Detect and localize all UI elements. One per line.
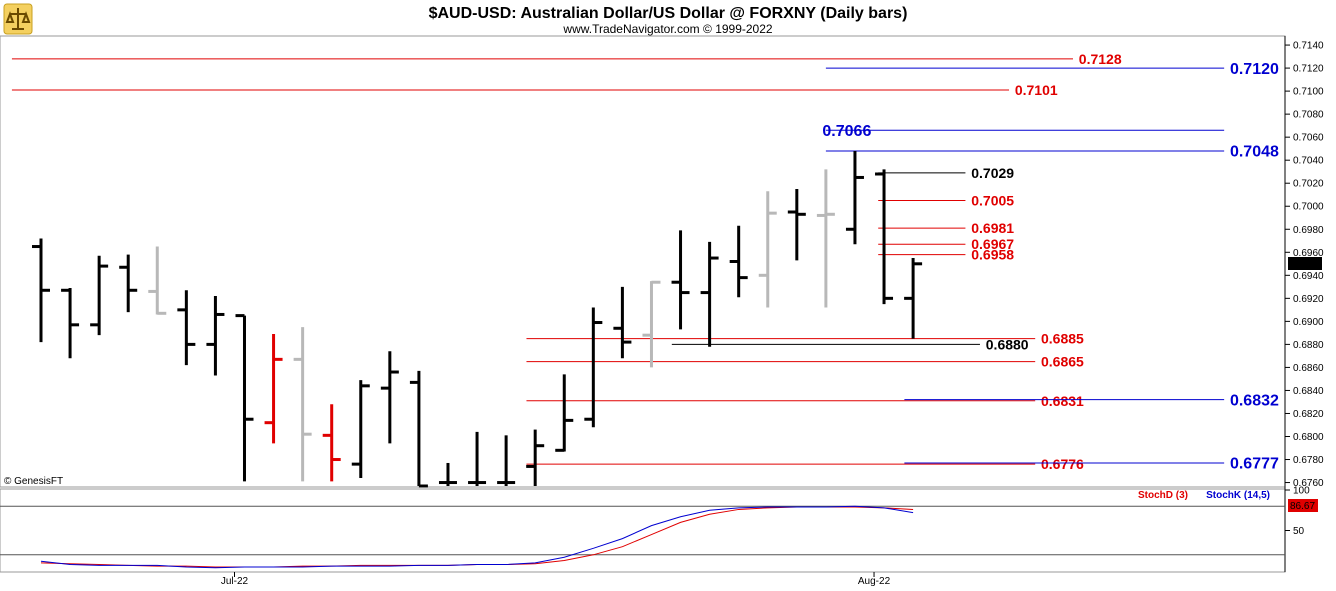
ohlc-bar (555, 374, 574, 452)
stoch-y-tick-label: 50 (1293, 526, 1305, 537)
level-label: 0.6777 (1230, 456, 1279, 473)
stoch-y-tick-label: 100 (1293, 486, 1310, 497)
stoch-series-line (40, 505, 914, 569)
y-tick-label: 0.6860 (1293, 363, 1324, 374)
y-tick-label: 0.6920 (1293, 294, 1324, 305)
stoch-last-badge: 86.67 (1288, 499, 1318, 512)
ohlc-bar (235, 314, 254, 482)
y-tick-label: 0.6800 (1293, 432, 1324, 443)
level-label: 0.6958 (971, 247, 1014, 263)
level-label: 0.6981 (971, 220, 1014, 236)
level-label: 0.7128 (1079, 51, 1122, 67)
ohlc-bar (642, 280, 661, 368)
ohlc-bar (380, 351, 399, 444)
ohlc-bar (671, 230, 690, 330)
y-tick-label: 0.6980 (1293, 225, 1324, 236)
ohlc-bar (177, 290, 196, 366)
ohlc-bar (409, 370, 428, 488)
y-tick-label: 0.6780 (1293, 455, 1324, 466)
ohlc-bar (904, 258, 923, 339)
y-tick-label: 0.6880 (1293, 340, 1324, 351)
y-tick-label: 0.6840 (1293, 386, 1324, 397)
level-label: 0.7048 (1230, 144, 1279, 161)
ohlc-bar (787, 188, 806, 261)
ohlc-bar (32, 238, 50, 343)
ohlc-bar (293, 327, 312, 482)
chart-title: $AUD-USD: Australian Dollar/US Dollar @ … (429, 5, 908, 22)
level-label: 0.7120 (1230, 61, 1279, 78)
ohlc-bar (845, 150, 864, 245)
stochastic-panel: 100 50 StochD (3) StochK (14,5) (0, 486, 1310, 569)
ohlc-bar (584, 307, 603, 428)
time-axis: Jul-22 Aug-22 (221, 572, 891, 587)
level-label: 0.6832 (1230, 392, 1279, 409)
price-axis: 0.7140 0.7120 0.7100 0.7080 0.7060 0.7040 0.70… (1285, 41, 1324, 489)
ohlc-bar (264, 334, 283, 444)
ohlc-bar (148, 246, 167, 315)
ohlc-bar (700, 241, 719, 347)
level-label: 0.6967 (971, 236, 1014, 252)
y-tick-label: 0.6760 (1293, 478, 1324, 489)
ohlc-bar (206, 296, 225, 376)
ohlc-bar (61, 287, 80, 359)
y-tick-label: 0.6960 (1293, 248, 1324, 259)
level-label: 0.7066 (822, 123, 871, 140)
level-label: 0.6885 (1041, 331, 1084, 347)
ohlc-bar (758, 191, 777, 308)
level-label: 0.7101 (1015, 82, 1058, 98)
y-tick-label: 0.7080 (1293, 110, 1324, 121)
level-label: 0.6831 (1041, 393, 1084, 409)
last-price-badge: 0.6950 (1288, 257, 1322, 270)
last-price-label: 0.6950 (1290, 259, 1321, 270)
ohlc-bar (90, 255, 109, 336)
y-tick-label: 0.7120 (1293, 64, 1324, 75)
ohlc-bar (875, 169, 894, 305)
level-label: 0.7005 (971, 192, 1014, 208)
y-tick-label: 0.7060 (1293, 133, 1324, 144)
ohlc-bar (613, 286, 632, 359)
price-bars (32, 150, 923, 488)
ohlc-bar (438, 462, 457, 486)
ohlc-bar (729, 225, 748, 298)
y-tick-label: 0.7020 (1293, 179, 1324, 190)
ohlc-bar (468, 431, 487, 486)
logo-icon (3, 3, 33, 35)
level-lines: 0.7128 0.7120 0.7101 0.7066 0.7048 0.7029 0.70… (11, 51, 1279, 473)
x-tick-label: Jul-22 (221, 576, 249, 587)
x-tick-label: Aug-22 (858, 576, 891, 587)
y-tick-label: 0.7000 (1293, 202, 1324, 213)
level-label: 0.7029 (971, 165, 1014, 181)
ohlc-bar (119, 254, 138, 313)
y-tick-label: 0.6940 (1293, 271, 1324, 282)
stoch-last-label: 86.67 (1290, 501, 1315, 512)
ohlc-bar (351, 380, 370, 478)
y-tick-label: 0.7100 (1293, 87, 1324, 98)
level-label: 0.6776 (1041, 456, 1084, 472)
ohlc-bar (497, 435, 516, 486)
stoch-legend-label: StochD (3) (1138, 490, 1188, 501)
level-label: 0.6880 (986, 336, 1029, 352)
ohlc-bar (526, 429, 545, 486)
y-tick-label: 0.6900 (1293, 317, 1324, 328)
y-tick-label: 0.7040 (1293, 156, 1324, 167)
stoch-legend-label: StochK (14,5) (1206, 490, 1270, 501)
level-label: 0.6865 (1041, 354, 1084, 370)
chart-subtitle: www.TradeNavigator.com © 1999-2022 (562, 22, 772, 36)
y-tick-label: 0.7140 (1293, 41, 1324, 52)
ohlc-bar (816, 169, 835, 308)
ohlc-bar (322, 404, 341, 482)
watermark: © GenesisFT (4, 476, 63, 487)
y-tick-label: 0.6820 (1293, 409, 1324, 420)
